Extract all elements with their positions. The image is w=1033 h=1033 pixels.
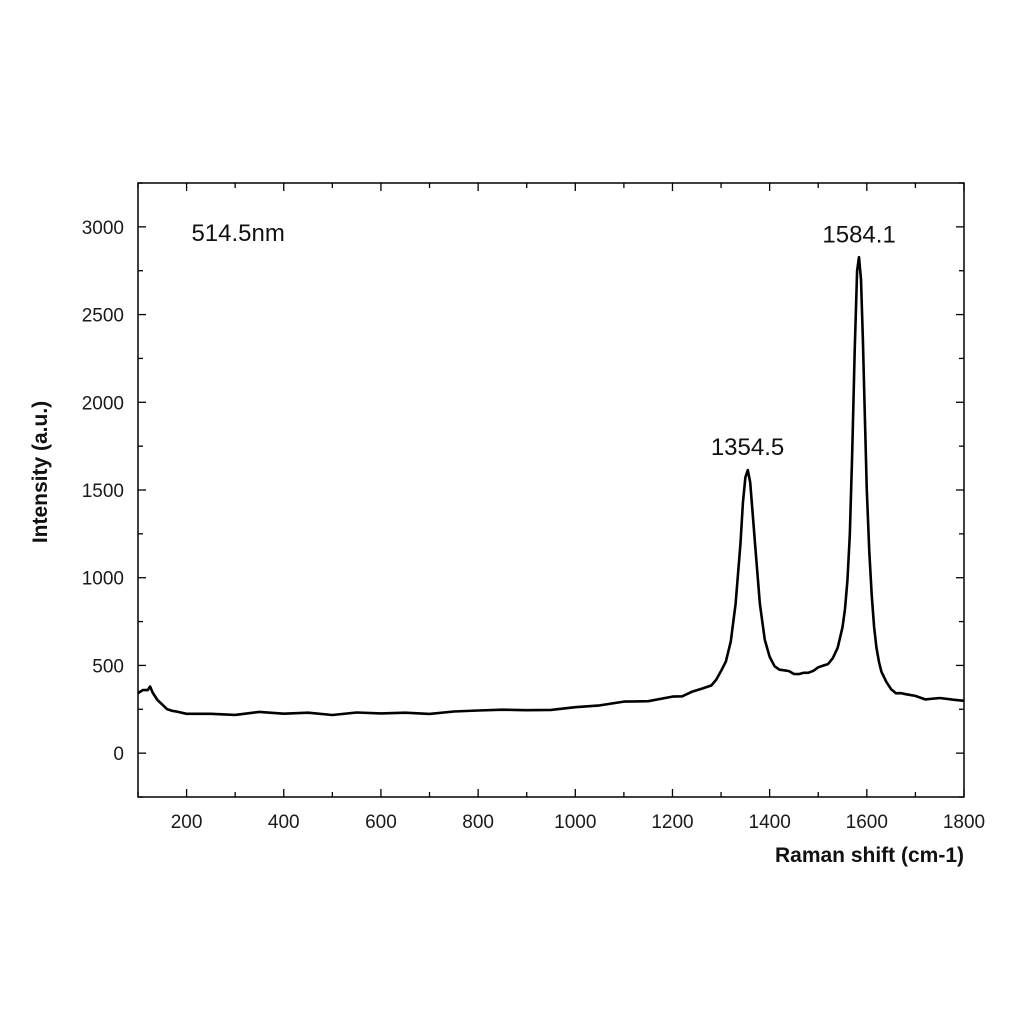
laser-wavelength-label: 514.5nm	[191, 220, 284, 247]
y-tick-label: 2500	[82, 306, 124, 327]
y-tick-label: 500	[92, 656, 124, 677]
y-tick-label: 1000	[82, 569, 124, 590]
x-tick-label: 600	[365, 812, 397, 833]
x-axis-title: Raman shift (cm-1)	[775, 844, 964, 867]
x-axis-ticks: 200 400 600 800 1000 1200 1400 1600 1800	[137, 183, 985, 833]
peak-label: 1354.5	[711, 434, 784, 461]
y-axis-ticks: 0 500 1000 1500 2000 2500 3000	[82, 182, 964, 798]
x-tick-label: 1400	[749, 812, 791, 833]
spectrum-line	[137, 255, 965, 717]
y-tick-label: 2000	[82, 393, 124, 414]
y-tick-label: 1500	[82, 481, 124, 502]
x-tick-label: 200	[171, 812, 203, 833]
x-tick-label: 1200	[651, 812, 693, 833]
peak-label: 1584.1	[822, 222, 895, 249]
x-tick-label: 1600	[846, 812, 888, 833]
y-tick-label: 3000	[82, 218, 124, 239]
y-axis-title: Intensity (a.u.)	[29, 401, 52, 543]
x-tick-label: 1800	[943, 812, 985, 833]
y-tick-label: 0	[113, 744, 124, 765]
x-tick-label: 1000	[554, 812, 596, 833]
x-tick-label: 800	[462, 812, 494, 833]
peak-annotations: 514.5nm 1354.5 1584.1	[191, 220, 895, 461]
x-tick-label: 400	[268, 812, 300, 833]
